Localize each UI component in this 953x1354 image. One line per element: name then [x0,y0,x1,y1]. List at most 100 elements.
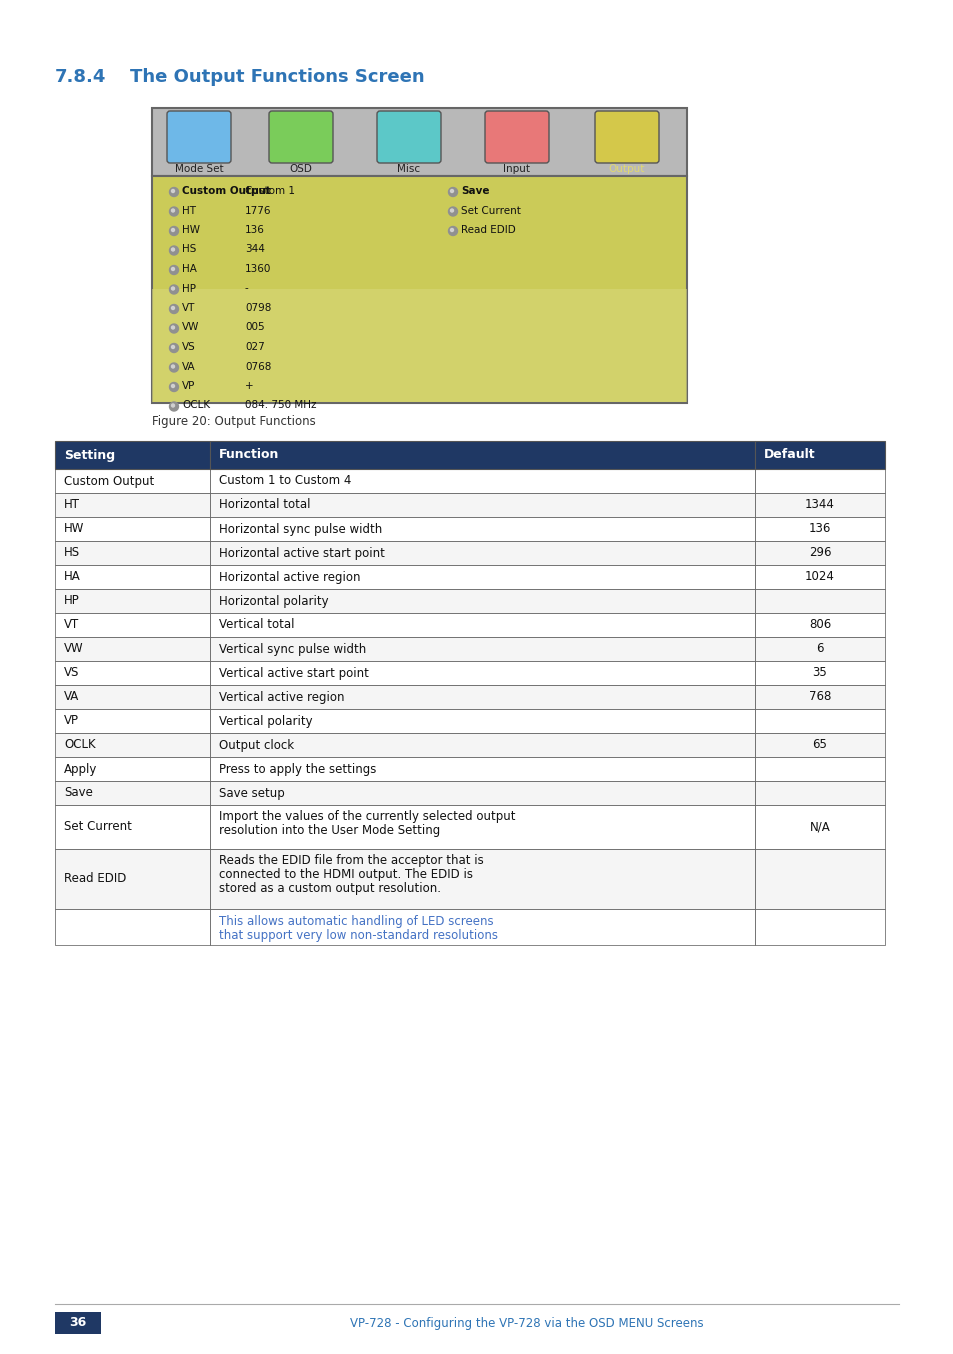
FancyBboxPatch shape [269,111,333,162]
Text: Misc: Misc [397,164,420,175]
Text: VA: VA [64,691,79,704]
Text: Mode Set: Mode Set [174,164,223,175]
Circle shape [170,284,178,294]
Circle shape [172,248,174,250]
Text: VP-728 - Configuring the VP-728 via the OSD MENU Screens: VP-728 - Configuring the VP-728 via the … [350,1316,703,1330]
Bar [210,849,754,909]
Text: This allows automatic handling of LED screens: This allows automatic handling of LED sc… [219,915,493,927]
Circle shape [172,229,174,232]
Circle shape [170,363,178,372]
Text: 1360: 1360 [245,264,271,274]
Bar [55,661,210,685]
Bar [754,909,884,945]
Bar [754,733,884,757]
Bar [55,757,210,781]
Circle shape [170,226,178,236]
Circle shape [170,344,178,352]
Bar [152,288,686,402]
Text: Horizontal active start point: Horizontal active start point [219,547,384,559]
Bar [754,565,884,589]
Text: VA: VA [182,362,195,371]
Circle shape [170,265,178,275]
Text: Custom Output: Custom Output [182,185,271,196]
Circle shape [172,190,174,192]
Text: Default: Default [763,448,815,462]
Text: Horizontal polarity: Horizontal polarity [219,594,328,608]
Text: VT: VT [64,619,79,631]
Text: 1776: 1776 [245,206,272,215]
Text: VP: VP [64,715,79,727]
Text: resolution into the User Mode Setting: resolution into the User Mode Setting [219,825,439,837]
Bar [754,441,884,468]
Circle shape [170,187,178,196]
Bar [55,542,210,565]
Text: Horizontal total: Horizontal total [219,498,310,512]
Text: that support very low non-standard resolutions: that support very low non-standard resol… [219,929,497,942]
Text: Vertical active region: Vertical active region [219,691,344,704]
Text: 1024: 1024 [804,570,834,584]
Text: HT: HT [182,206,195,215]
Text: Custom Output: Custom Output [64,474,154,487]
Bar [210,781,754,806]
Bar [210,909,754,945]
Bar [210,565,754,589]
Bar [754,661,884,685]
Bar [754,636,884,661]
FancyBboxPatch shape [484,111,548,162]
Text: Horizontal sync pulse width: Horizontal sync pulse width [219,523,382,535]
Text: VP: VP [182,380,195,391]
Circle shape [170,207,178,217]
Text: Figure 20: Output Functions: Figure 20: Output Functions [152,414,315,428]
Bar [210,468,754,493]
Text: Horizontal active region: Horizontal active region [219,570,360,584]
Bar [55,781,210,806]
Circle shape [172,268,174,271]
Circle shape [170,402,178,412]
Text: HA: HA [182,264,196,274]
Circle shape [450,209,453,213]
Text: Function: Function [219,448,279,462]
Text: VW: VW [64,643,84,655]
Text: HW: HW [64,523,84,535]
Text: Output: Output [608,164,644,175]
Text: Set Current: Set Current [460,206,520,215]
Text: 136: 136 [808,523,830,535]
Text: 344: 344 [245,245,265,255]
Bar [210,542,754,565]
Bar [55,441,210,468]
Bar [754,589,884,613]
Text: 1344: 1344 [804,498,834,512]
Text: HA: HA [64,570,81,584]
Circle shape [450,190,453,192]
Circle shape [170,246,178,255]
Bar [210,517,754,542]
Bar [210,757,754,781]
Circle shape [448,187,457,196]
Bar [754,613,884,636]
Bar [210,441,754,468]
Text: Input: Input [503,164,530,175]
Bar [152,176,686,403]
Text: 65: 65 [812,738,826,751]
Text: HT: HT [64,498,80,512]
Text: The Output Functions Screen: The Output Functions Screen [130,68,424,87]
Text: Read EDID: Read EDID [64,872,126,886]
Bar [55,589,210,613]
Bar [754,685,884,709]
Bar [754,517,884,542]
Bar [754,806,884,849]
Text: 296: 296 [808,547,830,559]
Text: Save setup: Save setup [219,787,284,799]
Circle shape [172,366,174,368]
Text: Custom 1: Custom 1 [245,185,294,196]
FancyBboxPatch shape [376,111,440,162]
Bar [55,565,210,589]
Text: Vertical polarity: Vertical polarity [219,715,313,727]
Bar [55,709,210,733]
Bar [210,493,754,517]
Bar [754,849,884,909]
Circle shape [172,306,174,310]
Text: 084. 750 MHz: 084. 750 MHz [245,401,316,410]
Text: OSD: OSD [290,164,313,175]
Bar [55,909,210,945]
